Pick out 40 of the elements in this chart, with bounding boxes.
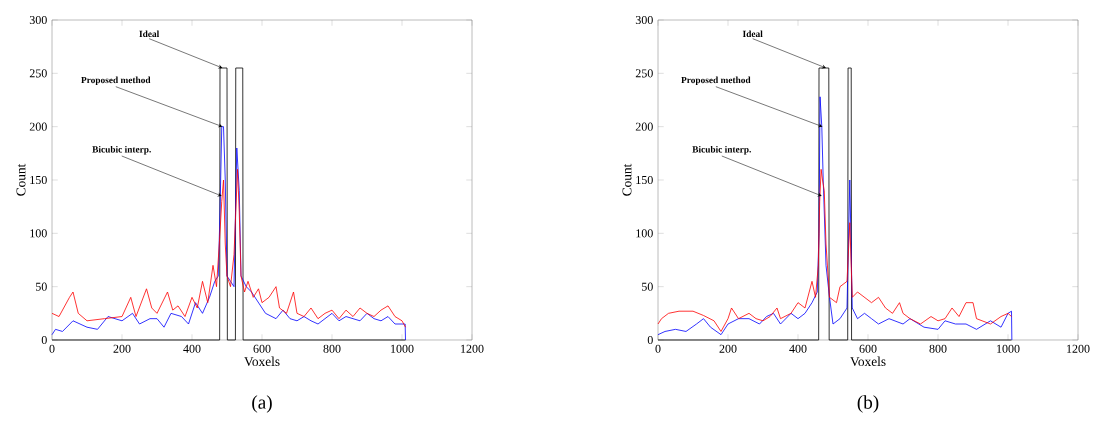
y-tick-label: 0 [647, 335, 653, 345]
y-tick-label: 250 [635, 69, 653, 78]
y-tick-label: 300 [635, 15, 653, 25]
y-tick-label: 100 [636, 229, 653, 238]
x-tick-label: 1200 [461, 344, 484, 353]
x-tick-label: 800 [929, 344, 947, 353]
y-tick-label: 100 [30, 229, 47, 238]
text: (a) [252, 395, 272, 413]
y-tick-label: 200 [29, 122, 47, 131]
x-tick-label: 1000 [997, 344, 1020, 353]
annotation: Ideal [139, 30, 160, 38]
y-tick-label: 250 [29, 69, 47, 78]
y-tick-label: 150 [636, 175, 653, 185]
annotation: Bicubic interp. [92, 145, 151, 155]
y-tick-label: 200 [635, 122, 653, 131]
x-axis-title: Voxels [850, 356, 886, 367]
x-tick-label: 600 [859, 344, 877, 353]
x-tick-label: 200 [113, 344, 131, 353]
y-tick-label: 50 [641, 282, 653, 291]
y-tick-label: 0 [41, 335, 47, 345]
y-tick-label: 50 [35, 282, 47, 291]
annotation: Proposed method [681, 76, 751, 86]
y-tick-label: 300 [29, 15, 47, 25]
x-tick-label: 400 [789, 344, 807, 353]
x-tick-label: 1000 [391, 344, 414, 353]
x-tick-label: 0 [49, 344, 55, 353]
x-tick-label: 200 [719, 344, 737, 353]
x-tick-label: 600 [253, 344, 271, 353]
x-tick-label: 400 [183, 344, 201, 353]
annotation: Bicubic interp. [692, 145, 751, 155]
y-axis-title: Count [622, 163, 632, 196]
annotation: Proposed method [81, 76, 151, 86]
x-axis-title: Voxels [244, 356, 280, 367]
y-tick-label: 150 [30, 175, 47, 185]
x-tick-label: 0 [655, 344, 661, 353]
text: (b) [857, 395, 879, 413]
x-tick-label: 800 [323, 344, 341, 353]
x-tick-label: 1200 [1067, 344, 1090, 353]
annotation: Ideal [742, 30, 763, 38]
y-axis-title: Count [16, 163, 26, 196]
